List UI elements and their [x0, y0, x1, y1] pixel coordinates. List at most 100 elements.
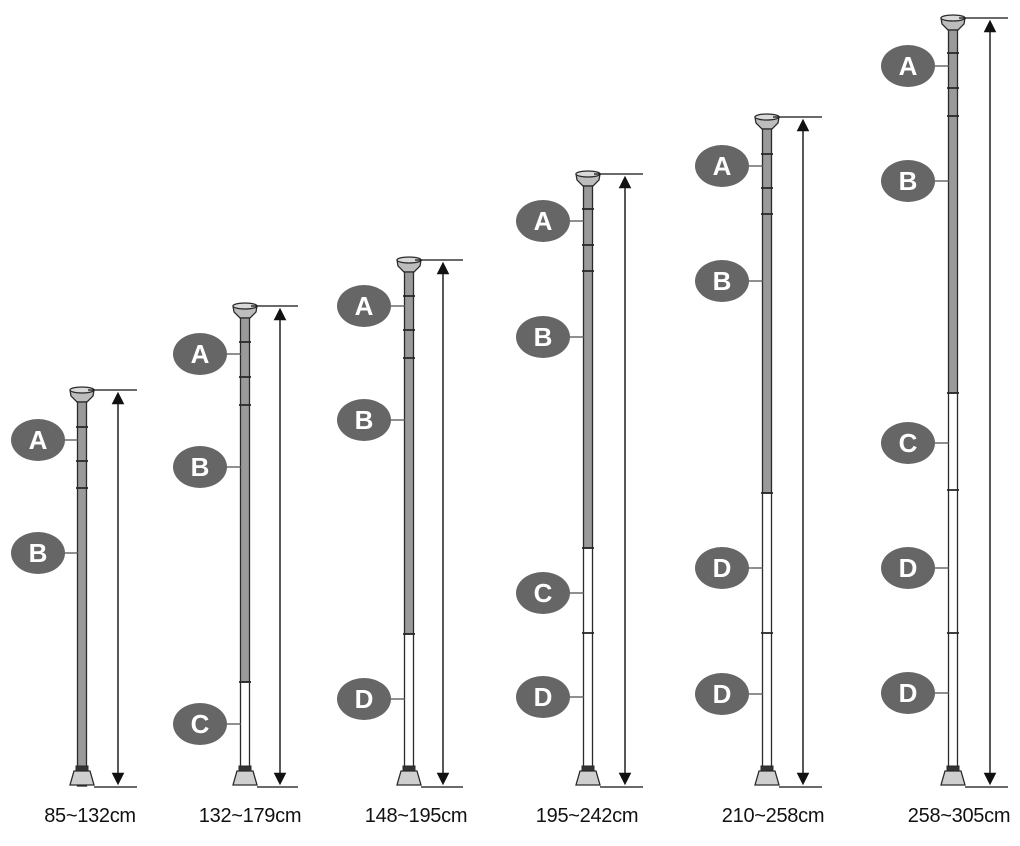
segment-badge-b: B — [881, 160, 949, 202]
badge-letter: A — [713, 151, 732, 181]
pole-foot-ring — [946, 765, 960, 772]
segment-badge-c: C — [881, 422, 949, 464]
height-range-label-5: 210~258cm — [721, 805, 825, 827]
badge-oval — [337, 285, 391, 327]
height-range-label-6: 258~305cm — [907, 805, 1011, 827]
badge-letter: C — [534, 578, 553, 608]
pole-foot-ring — [238, 765, 252, 772]
pole-assembly-1: AB — [11, 386, 137, 788]
badge-letter: B — [191, 452, 210, 482]
pole-tube-gray — [582, 185, 594, 549]
pole-foot — [232, 770, 258, 786]
pole-assembly-3: A B D — [337, 256, 463, 788]
pole-assembly-6: A B C D D — [881, 14, 1008, 788]
segment-badge-d: D — [695, 547, 763, 589]
badge-oval — [881, 672, 935, 714]
segment-badge-d: D — [881, 547, 949, 589]
badge-letter: D — [713, 553, 732, 583]
pole-foot-ring — [75, 765, 89, 772]
badge-oval — [11, 419, 65, 461]
pole-tube-white — [582, 547, 594, 769]
badge-oval — [881, 160, 935, 202]
segment-badge-d: D — [881, 672, 949, 714]
pole-tube-gray — [403, 271, 415, 635]
badge-oval — [516, 572, 570, 614]
badge-letter: D — [899, 678, 918, 708]
badge-letter: B — [713, 266, 732, 296]
segment-badge-b: B — [337, 399, 405, 441]
badge-oval — [516, 316, 570, 358]
badge-oval — [695, 547, 749, 589]
badge-letter: D — [899, 553, 918, 583]
badge-letter: B — [899, 166, 918, 196]
badge-oval — [173, 703, 227, 745]
pole-tube-white — [239, 681, 251, 769]
badge-oval — [337, 678, 391, 720]
badge-letter: B — [29, 538, 48, 568]
badge-oval — [881, 547, 935, 589]
pole-tube-white — [947, 392, 959, 769]
height-range-label-1: 85~132cm — [44, 805, 136, 827]
badge-letter: A — [29, 425, 48, 455]
badge-letter: D — [355, 684, 374, 714]
height-range-label-3: 148~195cm — [364, 805, 468, 827]
segment-badge-b: B — [516, 316, 584, 358]
badge-oval — [695, 260, 749, 302]
height-range-label-4: 195~242cm — [535, 805, 639, 827]
badge-oval — [516, 676, 570, 718]
pole-tube-white — [403, 633, 415, 769]
pole-tube-gray — [76, 401, 88, 787]
badge-letter: A — [355, 291, 374, 321]
pole-foot — [754, 770, 780, 786]
segment-badge-a: A — [881, 45, 949, 87]
pole-foot — [575, 770, 601, 786]
badge-letter: A — [899, 51, 918, 81]
pole-tube-white — [761, 492, 773, 769]
badge-letter: D — [534, 682, 553, 712]
badge-oval — [881, 422, 935, 464]
segment-badge-c: C — [173, 703, 241, 745]
badge-letter: A — [191, 339, 210, 369]
segment-badge-d: D — [516, 676, 584, 718]
badge-oval — [337, 399, 391, 441]
pole-assembly-5: A B D D — [695, 113, 822, 788]
segment-badge-a: A — [337, 285, 405, 327]
badge-oval — [695, 145, 749, 187]
segment-badge-c: C — [516, 572, 584, 614]
badge-letter: A — [534, 206, 553, 236]
segment-badge-b: B — [11, 532, 78, 574]
segment-badge-a: A — [695, 145, 763, 187]
badge-letter: D — [713, 679, 732, 709]
badge-letter: B — [534, 322, 553, 352]
pole-foot-ring — [760, 765, 774, 772]
badge-oval — [173, 446, 227, 488]
badge-oval — [173, 333, 227, 375]
pole-tube-gray — [947, 29, 959, 394]
segment-badge-a: A — [516, 200, 584, 242]
badge-letter: C — [899, 428, 918, 458]
height-range-label-2: 132~179cm — [198, 805, 302, 827]
pole-foot — [940, 770, 966, 786]
segment-badge-b: B — [695, 260, 763, 302]
segment-badge-a: A — [173, 333, 241, 375]
badge-oval — [516, 200, 570, 242]
pole-foot — [396, 770, 422, 786]
pole-tube-gray — [761, 128, 773, 494]
pole-foot — [69, 770, 95, 786]
pole-tube-gray — [239, 317, 251, 683]
pole-foot-ring — [402, 765, 416, 772]
segment-badge-d: D — [337, 678, 405, 720]
pole-assembly-2: A B C — [173, 302, 298, 788]
badge-oval — [695, 673, 749, 715]
badge-letter: B — [355, 405, 374, 435]
pole-foot-ring — [581, 765, 595, 772]
pole-assembly-4: A B C D — [516, 170, 643, 788]
segment-badge-a: A — [11, 419, 78, 461]
badge-oval — [881, 45, 935, 87]
badge-oval — [11, 532, 65, 574]
segment-badge-b: B — [173, 446, 241, 488]
segment-badge-d: D — [695, 673, 763, 715]
badge-letter: C — [191, 709, 210, 739]
